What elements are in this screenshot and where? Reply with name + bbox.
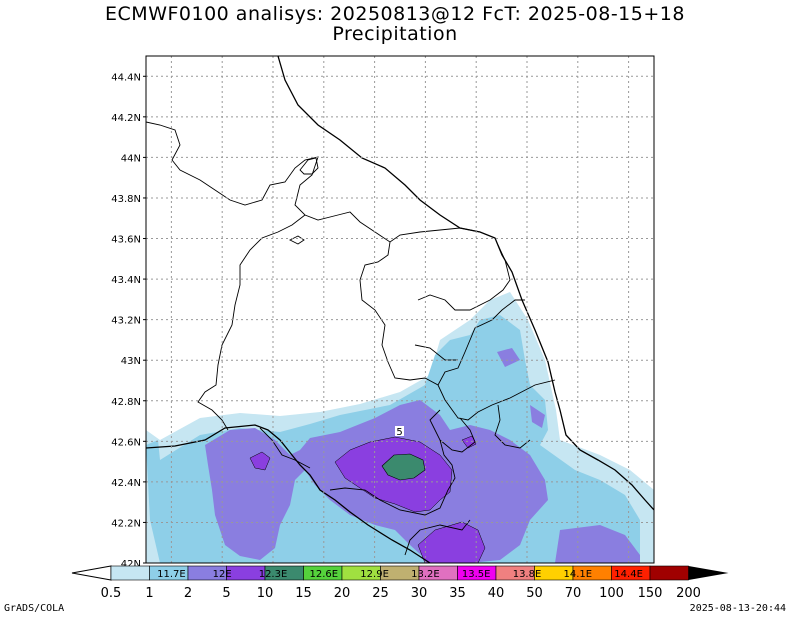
lat-label: 43.2N <box>111 316 141 327</box>
precip-area-violet-ne <box>530 405 545 428</box>
footer-credit: GrADS/COLA <box>4 603 65 614</box>
point-marker: 5 <box>396 427 402 438</box>
colorbar-value-label: 2 <box>184 586 192 601</box>
lon-label: 11.7E <box>157 569 186 580</box>
lon-label: 12.3E <box>259 569 288 580</box>
colorbar-value-label: 50 <box>526 586 543 601</box>
lat-label: 43.4N <box>111 275 141 286</box>
colorbar-value-label: 0.5 <box>101 586 122 601</box>
lat-label: 44N <box>121 153 141 164</box>
lon-label: 13.2E <box>411 569 440 580</box>
colorbar-value-label: 30 <box>411 586 428 601</box>
map-subtitle: Precipitation <box>332 23 458 45</box>
colorbar-value-label: 15 <box>295 586 312 601</box>
lon-label: 14.4E <box>614 569 643 580</box>
boundaries <box>146 56 654 563</box>
colorbar-value-label: 35 <box>449 586 466 601</box>
colorbar-segment <box>110 565 150 581</box>
point-marker-bg <box>395 426 404 436</box>
colorbar-value-label: 25 <box>372 586 389 601</box>
precip-area-purple-small <box>461 435 477 449</box>
lon-label: 12E <box>213 569 232 580</box>
colorbar-low-arrow <box>71 565 112 581</box>
colorbar-value-label: 1 <box>145 586 153 601</box>
coastline <box>277 56 654 511</box>
lon-label: 12.9E <box>360 569 389 580</box>
lat-label: 42.6N <box>111 437 141 448</box>
colorbar-value-label: 40 <box>488 586 505 601</box>
precip-area-violet-east <box>555 525 640 563</box>
lat-label: 42.8N <box>111 397 141 408</box>
colorbar-value-label: 150 <box>638 586 663 601</box>
colorbar-value-label: 200 <box>676 586 701 601</box>
colorbar-value-label: 100 <box>599 586 624 601</box>
coastline-tyrrhenian <box>146 424 431 563</box>
lat-label: 42.4N <box>111 478 141 489</box>
colorbar-segment <box>649 565 689 581</box>
lon-label: 13.8E <box>513 569 542 580</box>
lat-label: 42.2N <box>111 518 141 529</box>
map-title: ECMWF0100 analisys: 20250813@12 FcT: 202… <box>105 3 685 25</box>
lat-label: 44.2N <box>111 113 141 124</box>
colorbar-high-arrow <box>688 566 729 580</box>
lat-label: 43.8N <box>111 194 141 205</box>
enclave-san-marino <box>299 157 319 175</box>
lat-label: 44.4N <box>111 72 141 83</box>
precip-area-green <box>381 453 426 481</box>
footer-timestamp: 2025-08-13-20:44 <box>689 603 786 614</box>
colorbar-value-label: 10 <box>257 586 274 601</box>
lon-label: 14.1E <box>564 569 593 580</box>
precip-area-violet-north <box>497 348 520 367</box>
lon-label: 13.5E <box>462 569 491 580</box>
lake-trasimeno <box>288 235 305 245</box>
colorbar-value-label: 20 <box>334 586 351 601</box>
lon-label: 12.6E <box>310 569 339 580</box>
colorbar-value-label: 5 <box>222 586 230 601</box>
lat-label: 42N <box>121 559 141 570</box>
colorbar-value-label: 70 <box>565 586 582 601</box>
lat-label: 43.6N <box>111 235 141 246</box>
latitude-labels: 42N 42.2N 42.4N 42.6N 42.8N 43N 43.2N 43.4N 43.6… <box>111 72 146 570</box>
precip-area-purple-south <box>417 521 486 563</box>
precip-area-purple-west <box>249 451 271 471</box>
map-frame <box>145 55 655 564</box>
lat-label: 43N <box>121 356 141 367</box>
